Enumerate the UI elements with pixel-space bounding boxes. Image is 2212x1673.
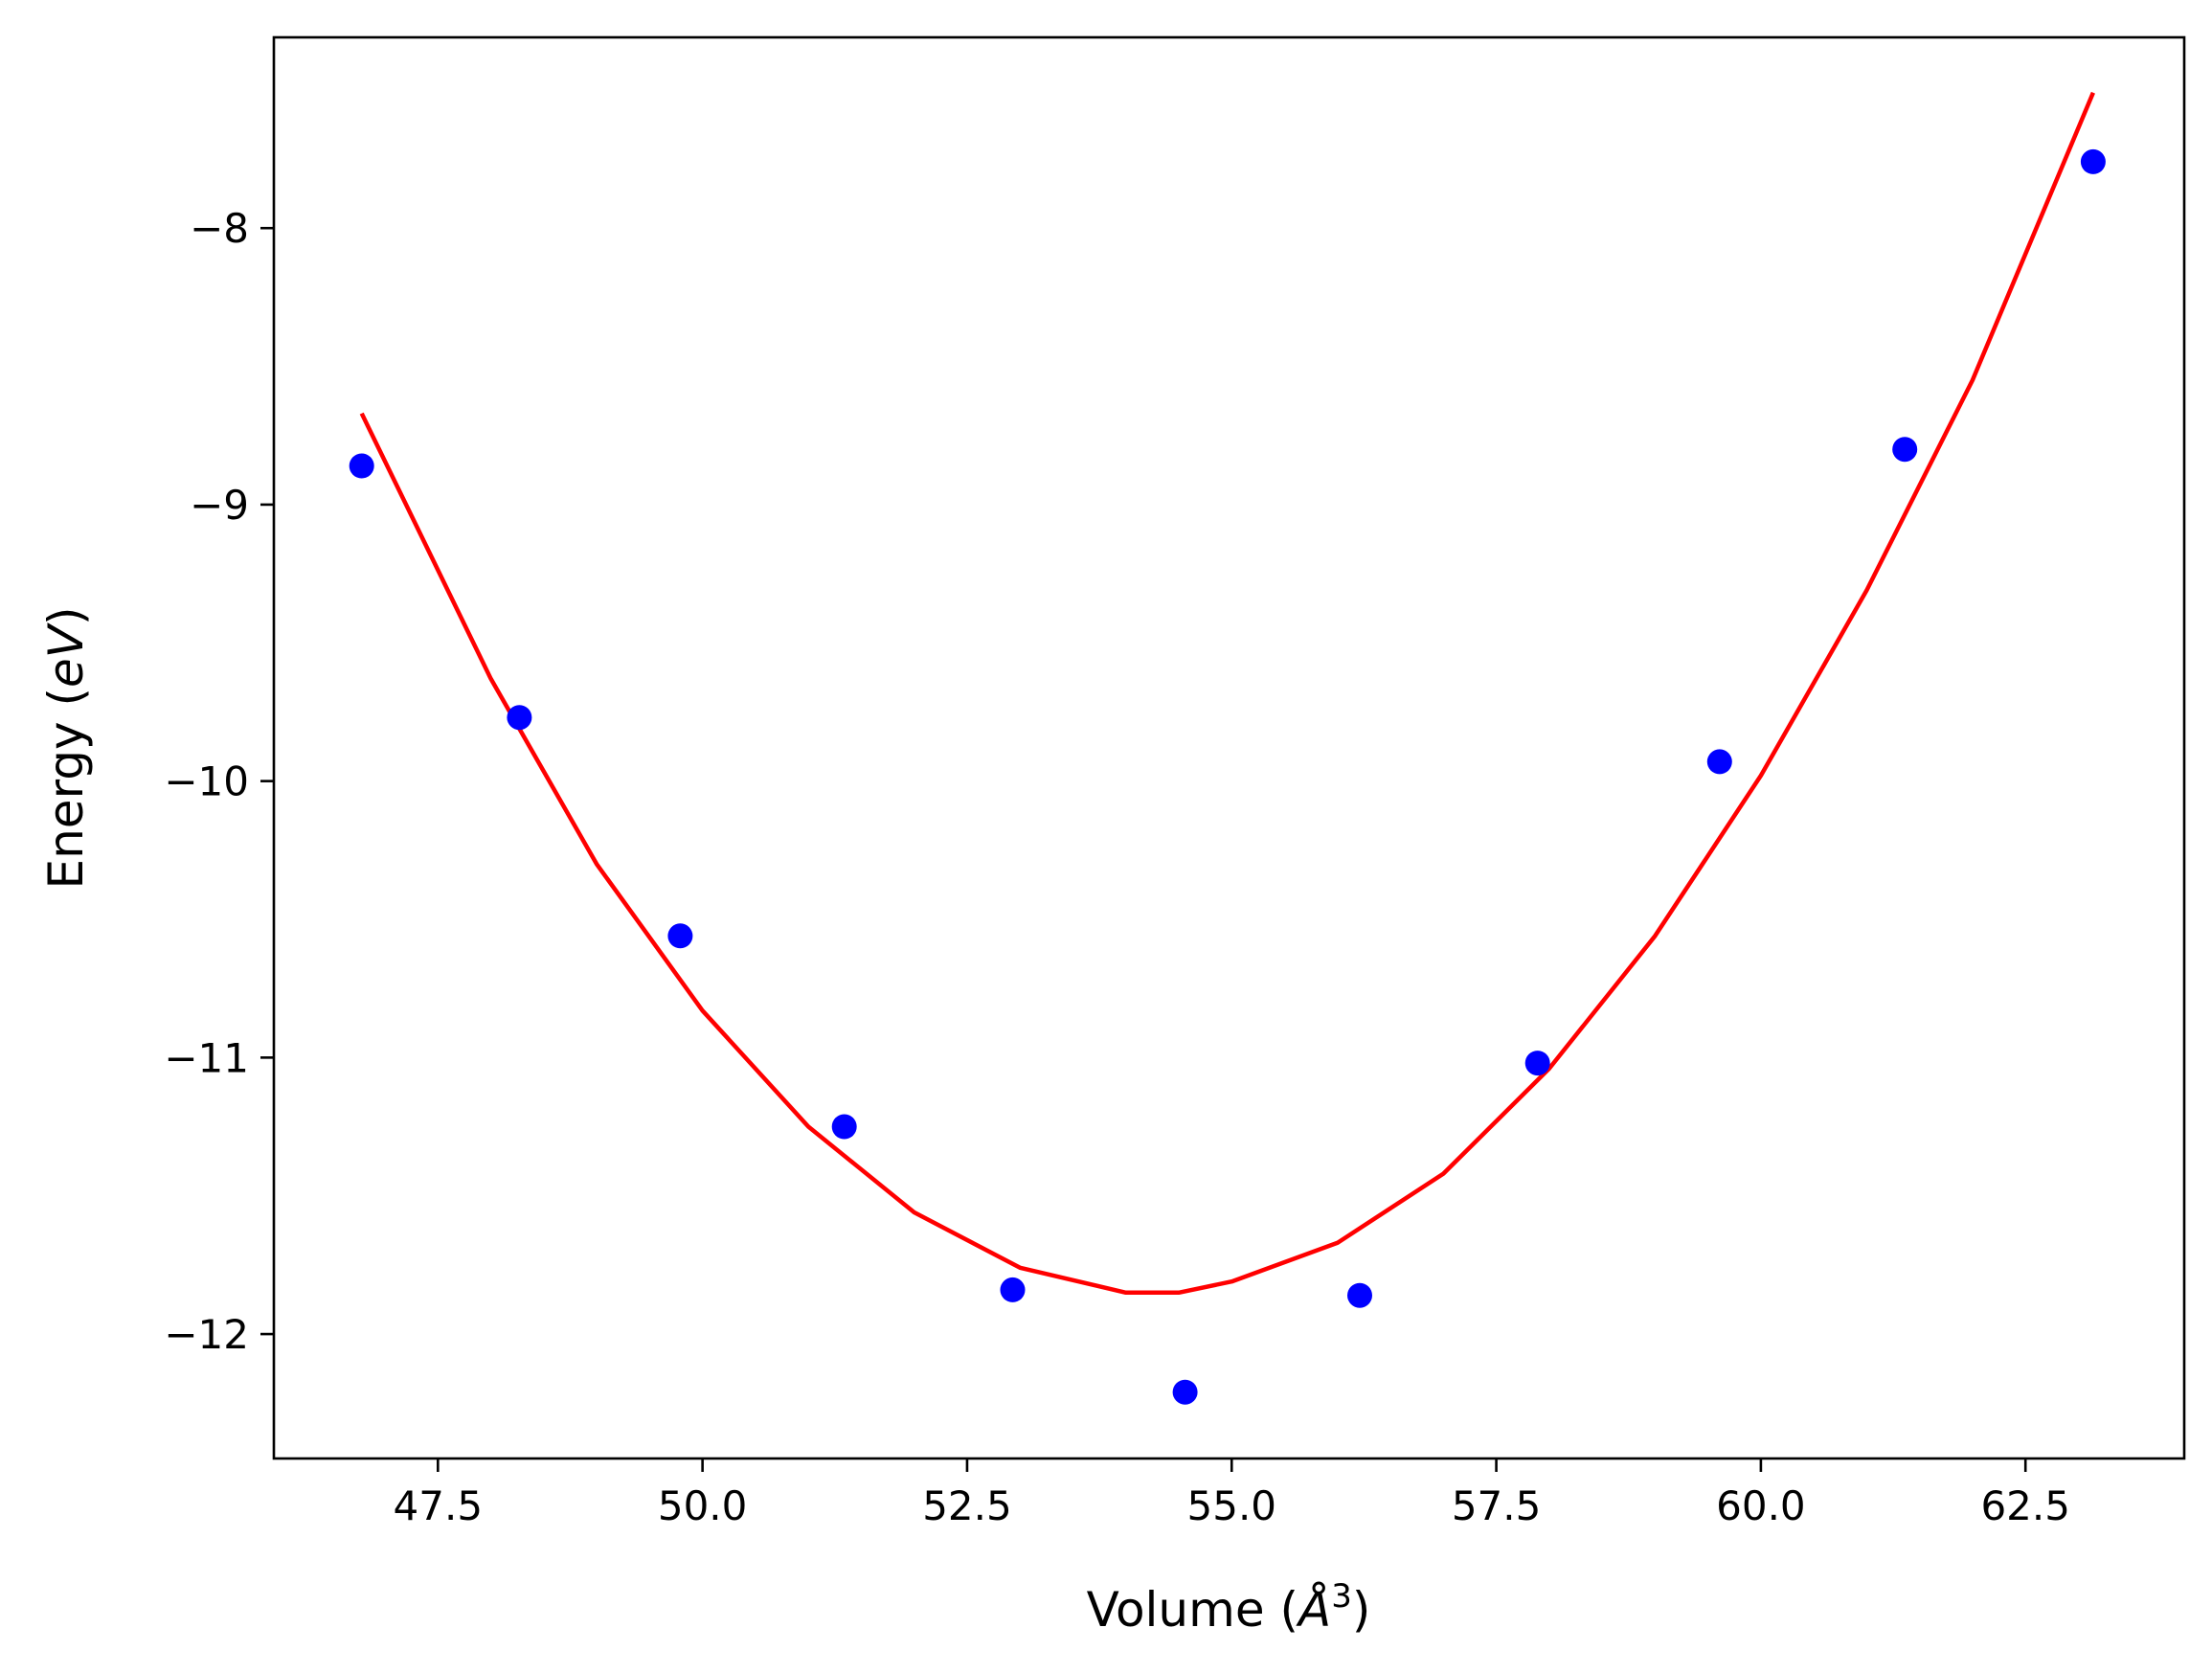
y-axis-label: Energy (eV) xyxy=(38,607,94,890)
x-axis-label: Volume (Å3) xyxy=(1087,1577,1371,1638)
y-tick-label: −11 xyxy=(164,1034,249,1081)
data-point-6 xyxy=(1172,1379,1198,1405)
data-point-4 xyxy=(831,1114,857,1140)
x-axis-ticks: 47.5 50.0 52.5 55.0 57.5 60.0 62.5 xyxy=(394,1458,2070,1529)
data-points-series xyxy=(349,148,2106,1405)
y-tick-label: −9 xyxy=(190,482,249,529)
x-tick-label: 57.5 xyxy=(1452,1482,1542,1529)
y-axis-label-suffix: ) xyxy=(38,607,94,626)
data-point-10 xyxy=(1892,437,1918,463)
data-point-11 xyxy=(2080,148,2106,174)
data-point-7 xyxy=(1347,1282,1372,1308)
data-point-9 xyxy=(1706,749,1732,775)
x-tick-label: 60.0 xyxy=(1716,1482,1806,1529)
x-tick-label: 50.0 xyxy=(658,1482,748,1529)
data-point-8 xyxy=(1524,1051,1550,1076)
y-tick-label: −8 xyxy=(190,205,249,252)
data-point-3 xyxy=(667,923,693,949)
x-axis-label-superscript: 3 xyxy=(1331,1577,1352,1616)
x-tick-label: 47.5 xyxy=(394,1482,484,1529)
y-axis-label-symbol: eV xyxy=(38,622,94,688)
y-axis-label-prefix: Energy ( xyxy=(38,688,94,889)
y-tick-label: −12 xyxy=(164,1311,249,1358)
x-axis-label-symbol: Å xyxy=(1296,1582,1331,1638)
x-tick-label: 62.5 xyxy=(1980,1482,2070,1529)
x-axis-label-suffix: ) xyxy=(1352,1582,1371,1638)
x-tick-label: 52.5 xyxy=(922,1482,1012,1529)
fit-curve-line xyxy=(359,91,2095,1296)
x-axis-label-prefix: Volume ( xyxy=(1087,1582,1298,1638)
fit-curve-series xyxy=(359,91,2095,1296)
data-point-5 xyxy=(1000,1277,1026,1302)
plot-area xyxy=(349,91,2106,1405)
y-axis-ticks: −8 −9 −10 −11 −12 xyxy=(164,205,274,1358)
data-point-2 xyxy=(507,705,532,731)
y-tick-label: −10 xyxy=(164,758,249,805)
x-tick-label: 55.0 xyxy=(1187,1482,1277,1529)
axes-frame xyxy=(272,35,2186,1460)
data-point-1 xyxy=(349,453,374,479)
